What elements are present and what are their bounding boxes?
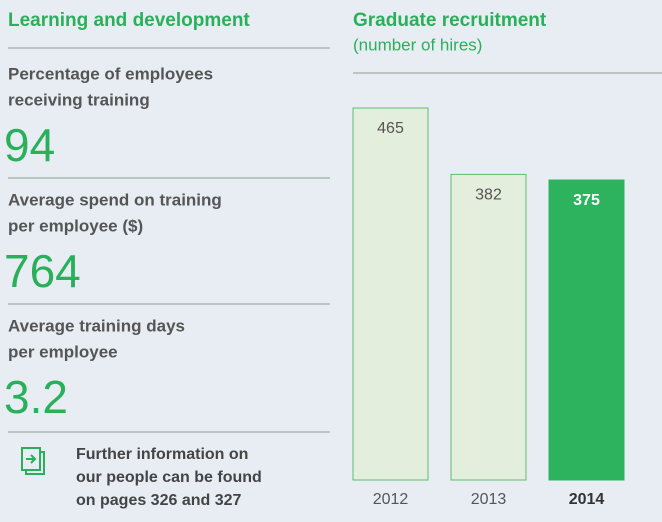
x-tick-label: 2014 <box>569 491 605 508</box>
stat-value: 764 <box>4 245 81 297</box>
note: Further information on our people can be … <box>76 446 262 509</box>
stat-label: per employee ($) <box>8 216 143 235</box>
stat-label: Percentage of employees <box>8 64 213 83</box>
chart-title: Graduate recruitment <box>353 10 547 31</box>
stat-value: 94 <box>4 119 55 171</box>
section-title: Learning and development <box>8 10 250 31</box>
x-tick-label: 2013 <box>471 491 507 508</box>
value-label: 382 <box>475 187 502 204</box>
stat-label: Average spend on training <box>8 190 222 209</box>
note-line: Further information on <box>76 446 248 463</box>
stat-label: Average training days <box>8 316 185 335</box>
x-tick-label: 2012 <box>373 491 409 508</box>
note-line: on pages 326 and 327 <box>76 492 242 509</box>
value-label: 465 <box>377 120 404 137</box>
note-line: our people can be found <box>76 469 262 486</box>
stat-label: receiving training <box>8 90 150 109</box>
bar <box>450 173 527 481</box>
bar <box>548 179 625 481</box>
value-label: 375 <box>573 192 600 209</box>
stat-value: 3.2 <box>4 371 68 423</box>
stats: Percentage of employees receiving trainin… <box>4 64 330 423</box>
bar <box>352 107 429 481</box>
chart-subtitle: (number of hires) <box>353 35 482 54</box>
link-icon <box>21 447 45 475</box>
stat-label: per employee <box>8 342 118 361</box>
